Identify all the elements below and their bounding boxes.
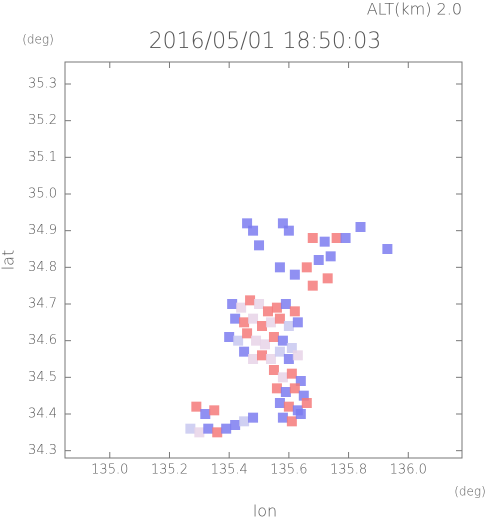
radar-cell <box>268 332 279 342</box>
radar-cell <box>271 383 282 394</box>
radar-cell <box>283 321 294 331</box>
radar-cell <box>295 376 306 386</box>
chart-title: 2016/05/01 18:50:03 <box>149 29 382 54</box>
radar-cell <box>265 317 276 328</box>
radar-cell <box>301 398 312 408</box>
radar-cell <box>230 420 241 430</box>
radar-cell <box>248 412 259 423</box>
radar-cell <box>239 416 250 427</box>
y-tick-label: 35.3 <box>28 77 57 92</box>
radar-cell <box>274 398 285 408</box>
radar-cell <box>239 317 250 328</box>
radar-cell <box>277 218 288 229</box>
radar-cell <box>271 302 282 313</box>
radar-cell <box>319 236 330 247</box>
radar-cell <box>298 390 309 401</box>
x-axis-label: lon <box>253 502 277 521</box>
radar-cell <box>340 233 351 243</box>
radar-cell <box>331 233 342 243</box>
y-tick-label: 35.0 <box>28 187 57 202</box>
radar-cell <box>283 225 294 236</box>
radar-cell <box>292 317 303 328</box>
radar-cell <box>233 335 244 346</box>
radar-cell <box>274 346 285 357</box>
radar-cell <box>254 299 265 309</box>
radar-cell <box>212 427 223 438</box>
y-unit: (deg) <box>22 33 54 47</box>
y-tick-label: 35.1 <box>28 150 57 165</box>
radar-cell <box>248 313 259 324</box>
radar-cell <box>262 306 273 317</box>
radar-cell <box>295 409 306 419</box>
radar-cell <box>307 233 318 243</box>
radar-cell <box>322 273 333 284</box>
radar-cell <box>286 368 297 379</box>
radar-cell <box>242 328 253 339</box>
radar-cell <box>277 372 288 383</box>
radar-cell <box>283 401 294 412</box>
radar-cell <box>283 354 294 364</box>
y-tick-label: 34.9 <box>28 223 57 238</box>
radar-cell <box>185 423 196 434</box>
radar-cell <box>248 225 259 236</box>
radar-cell <box>286 416 297 427</box>
radar-cell <box>242 218 253 229</box>
radar-cell <box>239 346 250 357</box>
y-tick-label: 34.4 <box>28 407 57 422</box>
radar-cell <box>274 313 285 324</box>
radar-cell <box>355 222 366 232</box>
radar-cell <box>194 427 205 438</box>
x-tick-label: 135.4 <box>211 463 248 478</box>
radar-cell <box>268 365 279 375</box>
radar-cell <box>221 423 232 434</box>
radar-cell <box>191 401 202 412</box>
radar-cell <box>227 299 238 309</box>
x-tick-label: 135.6 <box>270 463 307 478</box>
radar-cell <box>200 409 211 419</box>
y-tick-label: 34.7 <box>28 297 57 312</box>
radar-cell <box>280 299 291 309</box>
x-unit: (deg) <box>454 485 486 499</box>
radar-cell <box>301 262 312 273</box>
radar-cell <box>289 383 300 394</box>
y-axis-label: lat <box>0 250 18 271</box>
radar-cell <box>280 387 291 397</box>
radar-cell <box>382 244 393 254</box>
radar-cell <box>257 321 268 331</box>
radar-cell <box>236 302 247 313</box>
radar-cell <box>289 306 300 317</box>
y-tick-label: 35.2 <box>28 113 57 128</box>
radar-cell <box>209 405 220 416</box>
radar-cell <box>257 350 268 361</box>
radar-cell <box>259 339 270 350</box>
x-tick-label: 135.8 <box>330 463 367 478</box>
radar-cell <box>254 240 265 251</box>
x-tick-label: 135.2 <box>151 463 188 478</box>
radar-cell <box>289 269 300 280</box>
y-tick-label: 34.8 <box>28 260 57 275</box>
radar-cell <box>292 350 303 361</box>
y-tick-label: 34.6 <box>28 333 57 348</box>
y-tick-label: 34.3 <box>28 443 57 458</box>
radar-cell <box>251 335 262 346</box>
radar-cell <box>248 354 259 364</box>
radar-cell <box>245 295 256 306</box>
radar-cell <box>224 332 235 342</box>
x-tick-label: 135.0 <box>91 463 128 478</box>
y-tick-label: 34.5 <box>28 370 57 385</box>
radar-cell <box>274 262 285 273</box>
radar-cell <box>286 343 297 353</box>
radar-cell <box>203 423 214 434</box>
radar-cell <box>313 255 324 265</box>
chart-subtitle: ALT(km) 2.0 <box>367 0 462 19</box>
radar-cell <box>265 354 276 364</box>
radar-cell <box>325 251 336 262</box>
radar-cell <box>277 335 288 346</box>
radar-cell <box>307 280 318 291</box>
plot-frame <box>64 61 463 459</box>
x-tick-label: 136.0 <box>390 463 427 478</box>
radar-cell <box>277 412 288 423</box>
radar-cell <box>230 313 241 324</box>
